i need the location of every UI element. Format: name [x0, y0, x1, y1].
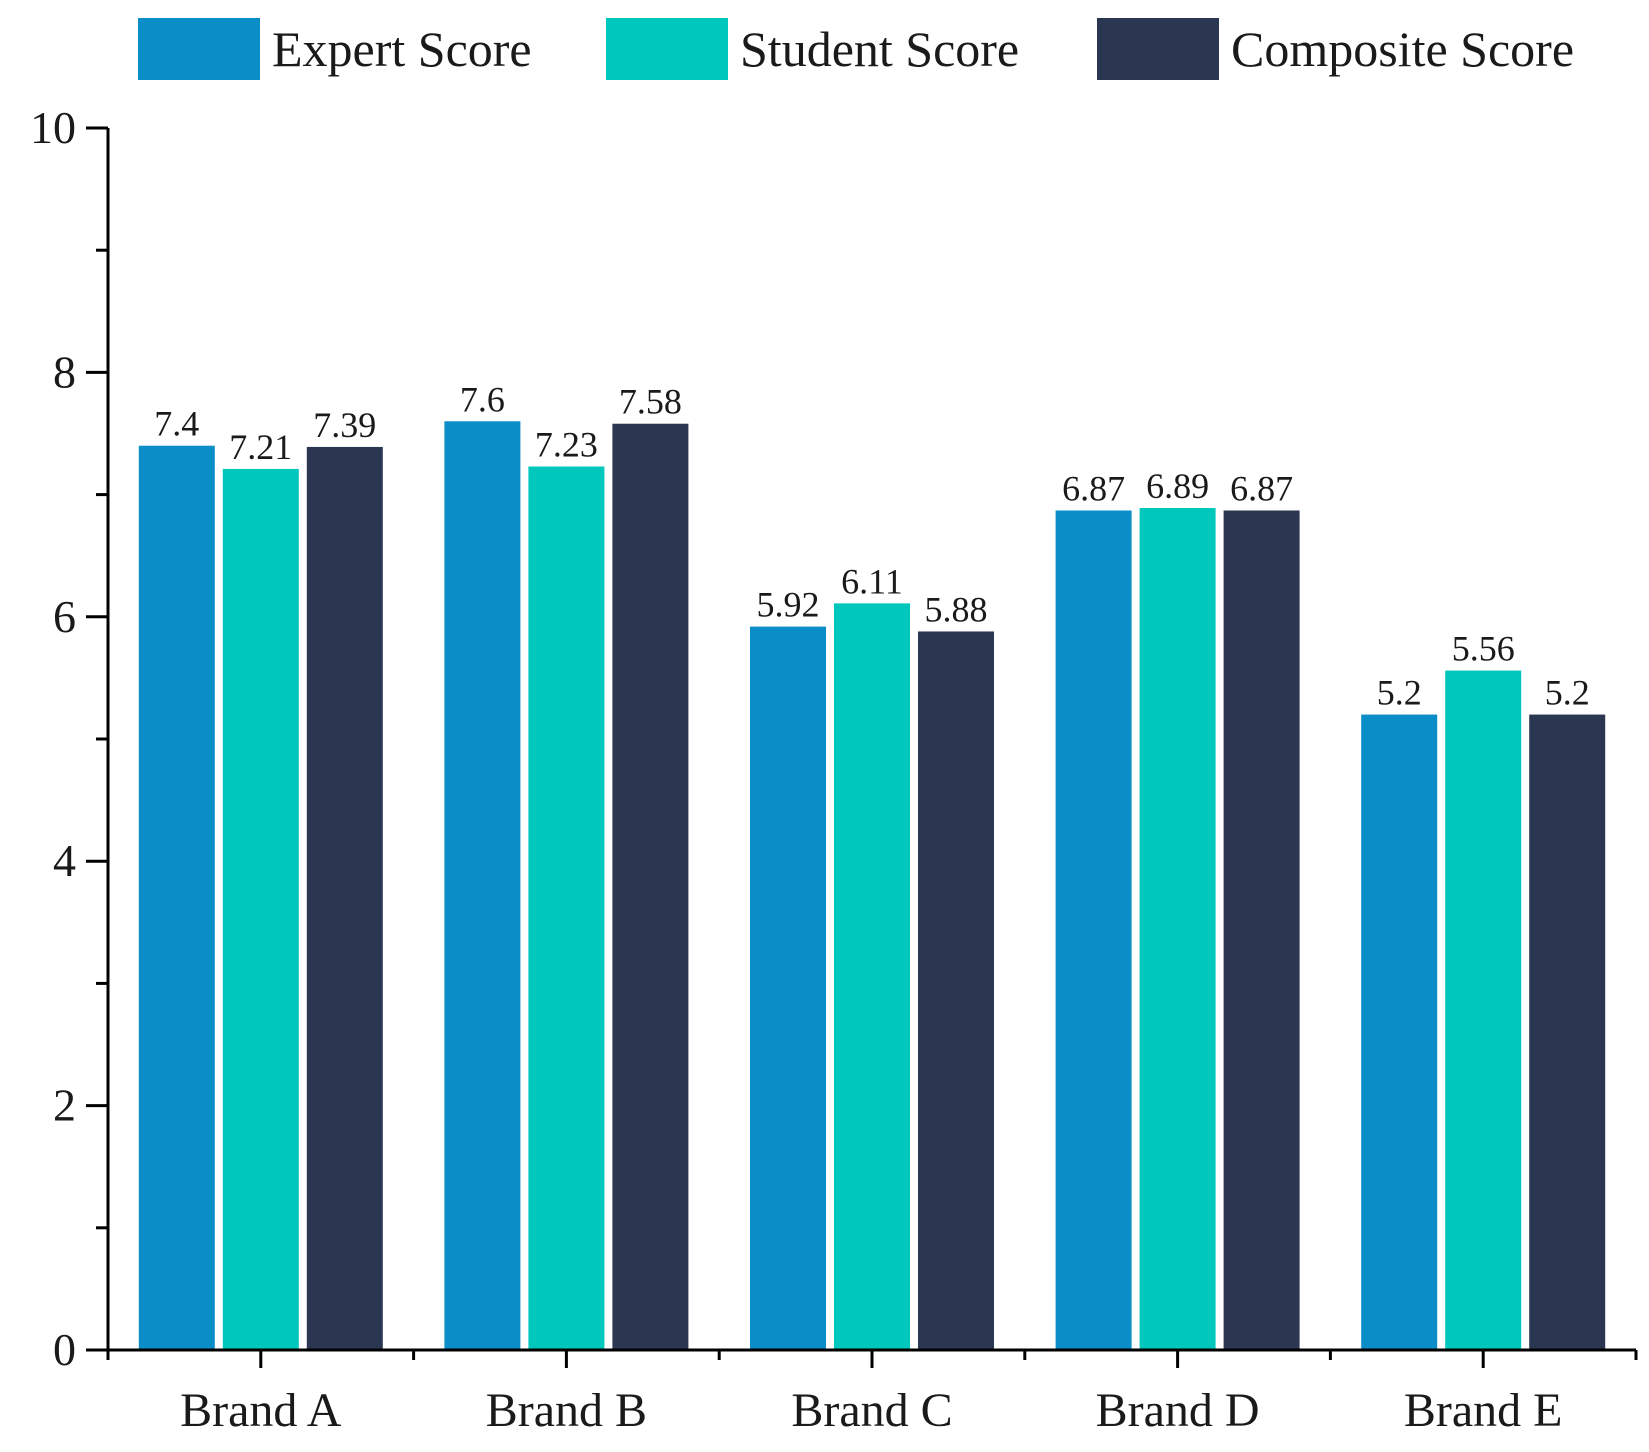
y-tick-label: 4 [53, 835, 76, 886]
data-label: 5.88 [925, 589, 988, 629]
x-tick-label: Brand C [791, 1384, 952, 1437]
legend-swatch-expert-score [138, 18, 260, 80]
bar-student-score-brand-d [1139, 508, 1216, 1350]
data-label: 7.6 [460, 379, 505, 419]
data-label: 7.23 [535, 424, 598, 464]
bar-student-score-brand-c [834, 603, 910, 1350]
bar-student-score-brand-e [1445, 670, 1522, 1350]
legend-label-student-score: Student Score [740, 21, 1019, 77]
y-tick-label: 2 [53, 1080, 76, 1131]
bar-composite-score-brand-d [1223, 510, 1300, 1351]
data-label: 6.87 [1062, 468, 1125, 508]
bar-composite-score-brand-c [918, 631, 994, 1350]
bar-expert-score-brand-d [1055, 510, 1132, 1351]
bar-expert-score-brand-a [138, 445, 215, 1351]
data-label: 7.39 [313, 405, 376, 445]
bar-expert-score-brand-b [444, 421, 521, 1350]
x-tick-label: Brand B [486, 1384, 647, 1437]
y-tick-label: 0 [53, 1324, 76, 1375]
axes: 0 2 4 6 8 10 Brand A Brand B Brand C Brand D Brand… [30, 102, 1638, 1437]
data-label: 7.21 [229, 427, 292, 467]
data-label: 6.11 [841, 561, 903, 601]
y-tick-label: 8 [53, 346, 76, 397]
bars [138, 421, 1606, 1351]
data-label: 5.92 [757, 585, 820, 625]
legend-label-composite-score: Composite Score [1231, 21, 1574, 77]
legend-swatch-student-score [606, 18, 728, 80]
data-label: 6.87 [1230, 468, 1293, 508]
data-label: 5.2 [1545, 673, 1590, 713]
data-labels: 7.4 7.21 7.39 7.6 7.23 7.58 5.92 6.11 5.88 6.87 6.… [154, 379, 1589, 712]
legend-label-expert-score: Expert Score [272, 21, 532, 77]
legend: Expert Score Student Score Composite Score [138, 18, 1574, 80]
bar-composite-score-brand-e [1529, 714, 1606, 1350]
data-label: 7.4 [154, 404, 199, 444]
x-tick-label: Brand D [1096, 1384, 1260, 1437]
data-label: 7.58 [619, 382, 682, 422]
bar-expert-score-brand-c [750, 626, 826, 1350]
x-tick-label: Brand E [1404, 1384, 1563, 1437]
bar-student-score-brand-b [528, 466, 605, 1350]
bar-student-score-brand-a [222, 468, 299, 1350]
legend-swatch-composite-score [1097, 18, 1219, 80]
y-tick-label: 6 [53, 591, 76, 642]
data-label: 5.2 [1377, 673, 1422, 713]
bar-composite-score-brand-a [306, 446, 383, 1350]
data-label: 6.89 [1146, 466, 1209, 506]
bar-expert-score-brand-e [1361, 714, 1438, 1350]
x-tick-label: Brand A [180, 1384, 342, 1437]
bar-composite-score-brand-b [612, 423, 689, 1350]
y-tick-label: 10 [30, 102, 76, 153]
data-label: 5.56 [1452, 629, 1515, 669]
